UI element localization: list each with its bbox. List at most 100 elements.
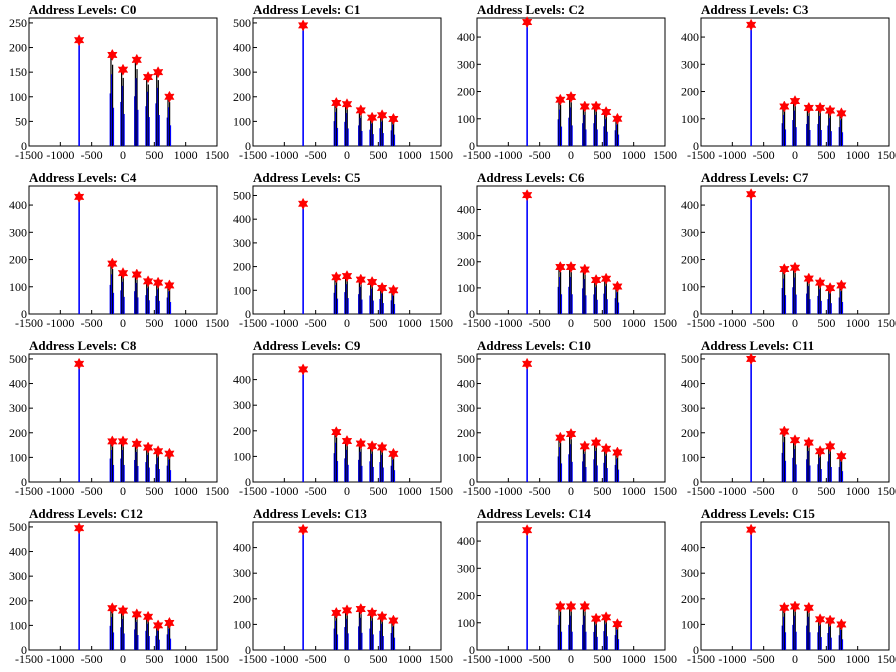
x-tick-label: 1000 — [398, 652, 422, 666]
x-tick-label: 0 — [120, 148, 126, 162]
x-tick-label: 500 — [145, 484, 163, 498]
x-tick-label: 500 — [593, 652, 611, 666]
y-tick-label: 0 — [693, 139, 699, 153]
chart-title: Address Levels: C2 — [477, 2, 584, 17]
peak-marker — [779, 100, 790, 113]
x-tick-label: 1000 — [622, 484, 646, 498]
x-tick-label: 1000 — [174, 484, 198, 498]
y-tick-label: 400 — [681, 541, 699, 555]
x-tick-label: 0 — [792, 484, 798, 498]
peak-group — [745, 18, 847, 146]
y-tick-label: 400 — [457, 377, 475, 391]
y-tick-label: 200 — [233, 90, 251, 104]
chart-panel: Address Levels: C6 0 100 200 300 400 -1500 -100… — [448, 168, 677, 336]
x-tick-label: -500 — [753, 484, 775, 498]
peak-marker — [107, 435, 118, 448]
x-tick-label: -500 — [753, 148, 775, 162]
y-tick-label: 100 — [681, 450, 699, 464]
peak-marker — [331, 96, 342, 109]
chart-svg: Address Levels: C7 0 100 200 300 400 -1500 -100… — [681, 170, 896, 330]
chart-svg: Address Levels: C15 0 100 200 300 400 -1500 -10… — [681, 506, 896, 666]
peak-marker — [600, 442, 612, 455]
y-tick-label: 300 — [681, 225, 699, 239]
x-tick-label: -1500 — [687, 484, 715, 498]
peak-marker — [366, 275, 378, 289]
peak-marker — [779, 263, 790, 276]
y-tick-label: 400 — [681, 198, 699, 212]
peak-marker — [521, 524, 533, 537]
x-tick-label: -1500 — [463, 148, 491, 162]
chart-svg: Address Levels: C2 0 100 200 300 400 -1500 -100… — [457, 2, 677, 162]
x-tick-label: 1000 — [174, 316, 198, 330]
peak-marker — [341, 604, 353, 617]
peak-marker — [565, 600, 577, 613]
chart-panel: Address Levels: C5 0 100 200 300 400 500 -1500-… — [224, 168, 453, 336]
peak-marker — [142, 441, 154, 454]
y-tick-label: 300 — [457, 561, 475, 575]
peak-marker — [376, 610, 388, 623]
x-tick-label: 1500 — [205, 484, 229, 498]
x-tick-label: 0 — [344, 484, 350, 498]
x-tick-label: 0 — [792, 148, 798, 162]
y-tick-label: 300 — [9, 401, 27, 415]
peak-marker — [836, 450, 847, 463]
y-tick-label: 100 — [457, 281, 475, 295]
peak-marker — [107, 48, 118, 61]
y-tick-label: 400 — [233, 373, 251, 387]
chart-panel: Address Levels: C0 0 50 100 150 200 250 -1500 -1… — [0, 0, 229, 168]
peak-marker — [341, 434, 353, 448]
x-tick-label: 1500 — [429, 148, 453, 162]
x-tick-label: -1500 — [463, 484, 491, 498]
y-tick-label: 300 — [9, 225, 27, 239]
peak-marker — [745, 523, 757, 536]
x-tick-label: -1500 — [239, 316, 267, 330]
peak-group — [73, 190, 175, 314]
y-tick-label: 400 — [457, 30, 475, 44]
x-tick-label: 1500 — [653, 148, 677, 162]
chart-title: Address Levels: C1 — [253, 2, 360, 17]
y-tick-label: 0 — [469, 475, 475, 489]
peak-marker — [297, 197, 309, 210]
y-tick-label: 250 — [9, 16, 27, 30]
peak-group — [73, 34, 175, 146]
peak-marker — [355, 273, 366, 286]
peak-group — [521, 16, 623, 146]
x-tick-label: -1000 — [46, 652, 74, 666]
x-tick-label: 1500 — [653, 484, 677, 498]
y-tick-label: 50 — [15, 114, 27, 128]
y-tick-label: 100 — [9, 280, 27, 294]
peak-marker — [824, 282, 836, 295]
peak-marker — [836, 279, 847, 292]
y-tick-label: 100 — [233, 283, 251, 297]
x-tick-label: 500 — [593, 316, 611, 330]
chart-title: Address Levels: C0 — [29, 2, 136, 17]
chart-svg: Address Levels: C3 0 100 200 300 400 -1500 -100… — [681, 2, 896, 162]
peak-marker — [355, 602, 366, 616]
peak-marker — [131, 437, 142, 450]
y-tick-label: 200 — [9, 41, 27, 55]
peak-marker — [836, 107, 847, 120]
y-tick-label: 400 — [457, 203, 475, 217]
x-tick-label: 500 — [145, 316, 163, 330]
y-tick-label: 200 — [681, 592, 699, 606]
y-tick-label: 0 — [245, 475, 251, 489]
x-tick-label: 1500 — [877, 652, 896, 666]
y-tick-label: 0 — [245, 307, 251, 321]
y-tick-label: 200 — [233, 424, 251, 438]
y-tick-label: 200 — [9, 253, 27, 267]
chart-panel: Address Levels: C9 0 100 200 300 400 -1500 -100… — [224, 336, 453, 504]
x-tick-label: -1000 — [270, 484, 298, 498]
y-tick-label: 0 — [21, 139, 27, 153]
y-tick-label: 100 — [233, 617, 251, 631]
peak-marker — [117, 435, 129, 448]
y-tick-label: 300 — [233, 236, 251, 250]
y-tick-label: 300 — [681, 566, 699, 580]
y-tick-label: 100 — [9, 618, 27, 632]
peak-marker — [555, 431, 566, 444]
peak-marker — [612, 280, 623, 293]
x-tick-label: -1500 — [463, 316, 491, 330]
y-tick-label: 500 — [233, 16, 251, 30]
peak-marker — [745, 18, 757, 31]
x-tick-label: 0 — [568, 484, 574, 498]
peak-marker — [555, 600, 566, 613]
